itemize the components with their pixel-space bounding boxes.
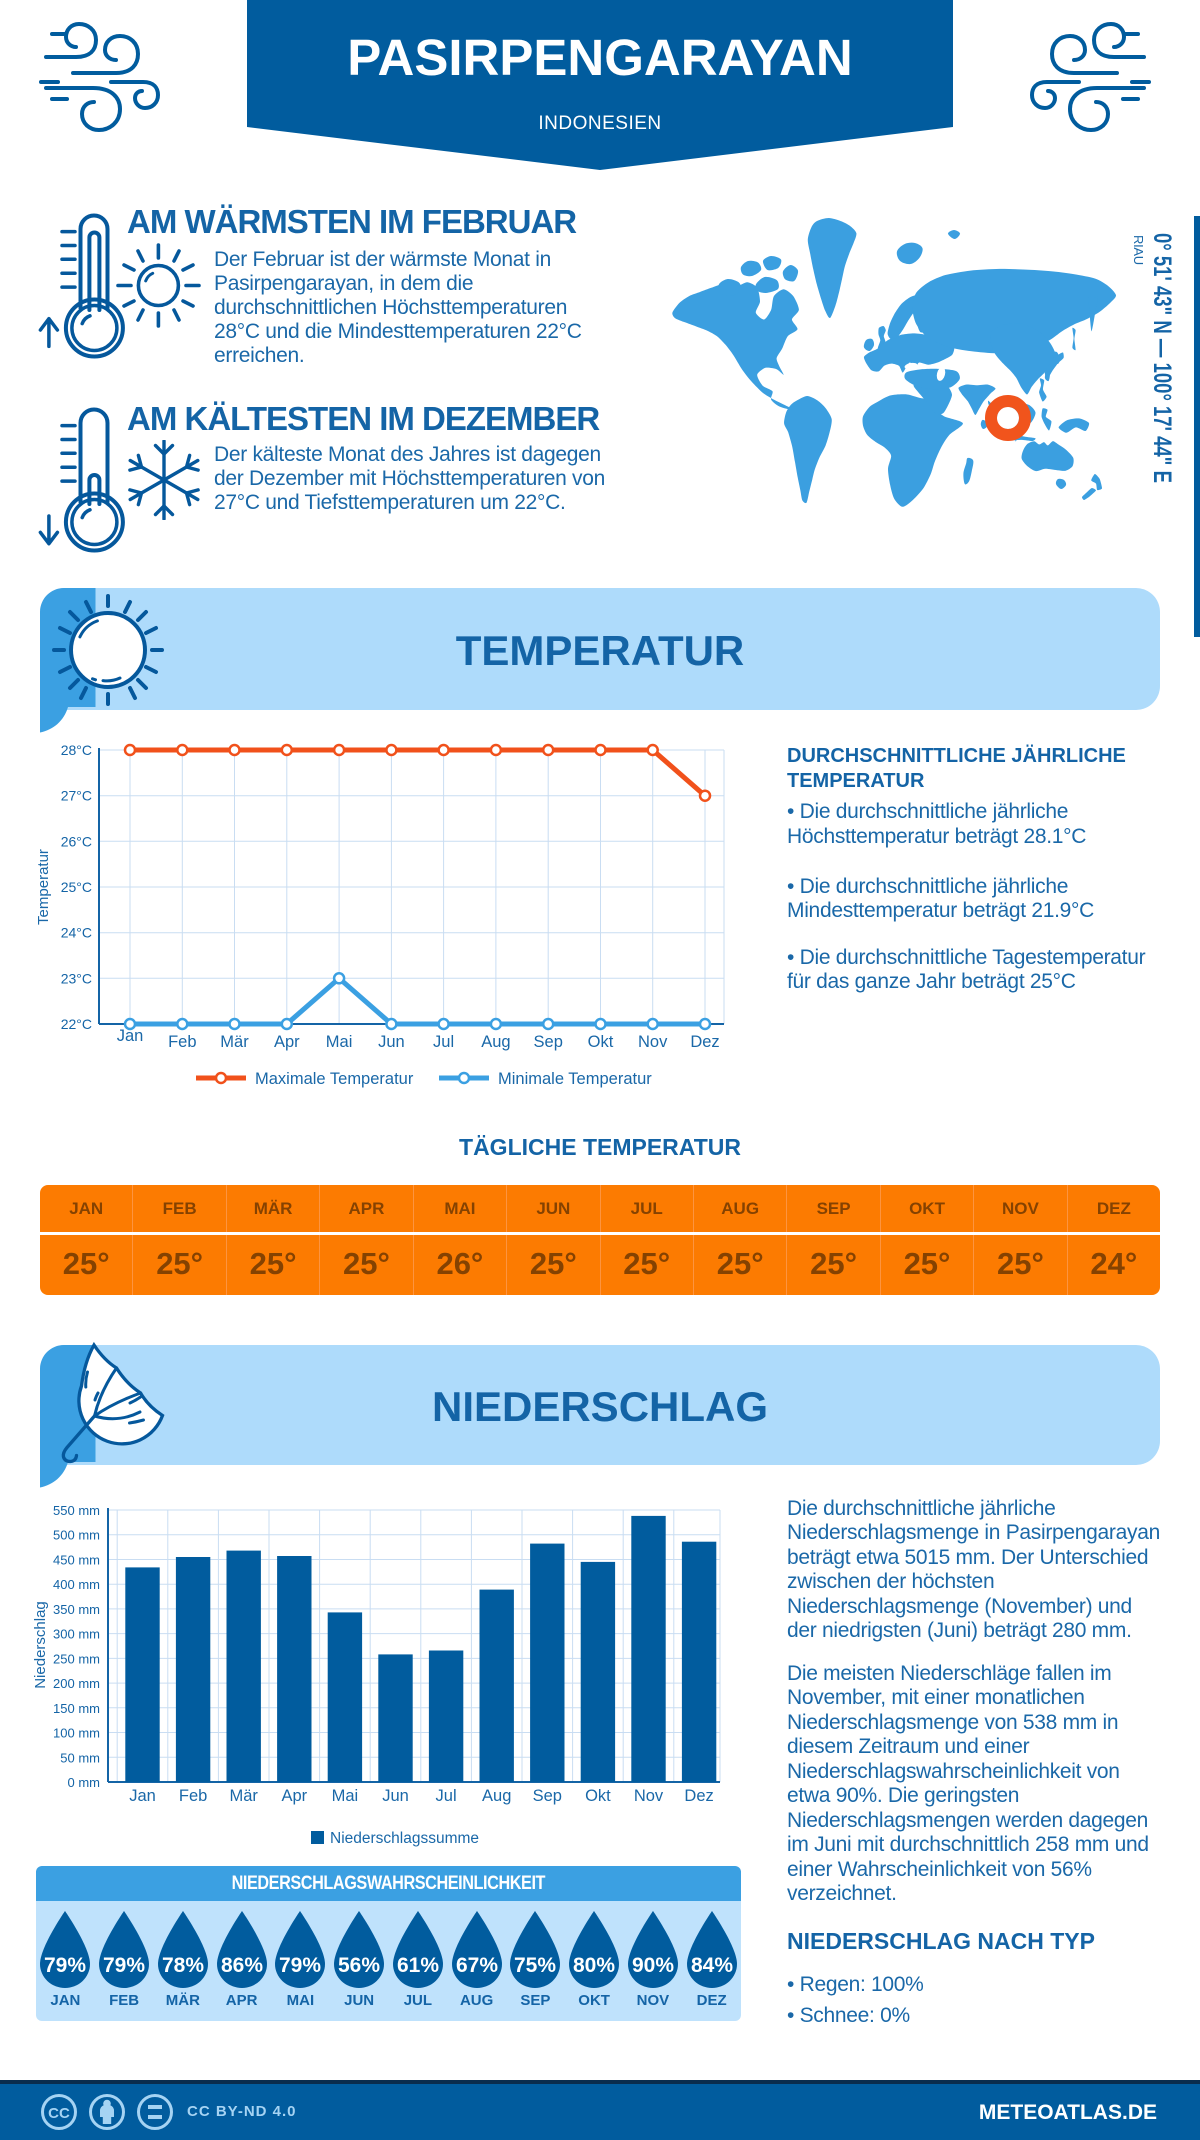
svg-text:25°C: 25°C (61, 879, 92, 895)
svg-text:24°C: 24°C (61, 925, 92, 941)
svg-text:Jul: Jul (436, 1787, 457, 1805)
svg-text:Sep: Sep (533, 1787, 562, 1805)
svg-text:100 mm: 100 mm (53, 1726, 100, 1741)
svg-text:80%: 80% (573, 1954, 615, 1977)
svg-text:Jun: Jun (378, 1033, 405, 1051)
svg-text:Minimale Temperatur: Minimale Temperatur (498, 1070, 652, 1088)
svg-text:500 mm: 500 mm (53, 1528, 100, 1543)
svg-text:0 mm: 0 mm (68, 1775, 101, 1790)
svg-text:86%: 86% (221, 1954, 263, 1977)
svg-text:Okt: Okt (585, 1787, 611, 1805)
svg-text:79%: 79% (44, 1954, 86, 1977)
svg-text:79%: 79% (279, 1954, 321, 1977)
svg-text:Jul: Jul (433, 1033, 454, 1051)
svg-text:28°C: 28°C (61, 742, 92, 758)
svg-text:Dez: Dez (684, 1787, 713, 1805)
svg-text:150 mm: 150 mm (53, 1701, 100, 1716)
svg-text:Mai: Mai (332, 1787, 359, 1805)
svg-text:Mär: Mär (229, 1787, 258, 1805)
svg-text:22°C: 22°C (61, 1016, 92, 1032)
svg-text:Niederschlagssumme: Niederschlagssumme (330, 1830, 479, 1847)
svg-text:84%: 84% (691, 1954, 733, 1977)
svg-text:Aug: Aug (481, 1033, 510, 1051)
svg-text:300 mm: 300 mm (53, 1627, 100, 1642)
svg-text:450 mm: 450 mm (53, 1553, 100, 1568)
svg-text:Apr: Apr (281, 1787, 307, 1805)
svg-text:23°C: 23°C (61, 970, 92, 986)
svg-text:Maximale Temperatur: Maximale Temperatur (255, 1070, 414, 1088)
svg-text:Temperatur: Temperatur (35, 849, 52, 925)
svg-text:550 mm: 550 mm (53, 1503, 100, 1518)
svg-text:50 mm: 50 mm (60, 1750, 100, 1765)
svg-text:56%: 56% (338, 1954, 380, 1977)
svg-text:250 mm: 250 mm (53, 1651, 100, 1666)
svg-text:Dez: Dez (690, 1033, 719, 1051)
svg-text:75%: 75% (514, 1954, 556, 1977)
svg-text:Jun: Jun (382, 1787, 409, 1805)
svg-text:Mär: Mär (220, 1033, 249, 1051)
svg-text:Jan: Jan (117, 1027, 144, 1045)
svg-text:Feb: Feb (168, 1033, 196, 1051)
svg-text:90%: 90% (632, 1954, 674, 1977)
svg-text:Apr: Apr (274, 1033, 300, 1051)
svg-text:27°C: 27°C (61, 788, 92, 804)
svg-text:Aug: Aug (482, 1787, 511, 1805)
svg-text:Jan: Jan (129, 1787, 156, 1805)
svg-text:CC: CC (48, 2105, 70, 2122)
svg-text:Nov: Nov (638, 1033, 668, 1051)
svg-text:67%: 67% (456, 1954, 498, 1977)
svg-text:Nov: Nov (634, 1787, 664, 1805)
svg-text:350 mm: 350 mm (53, 1602, 100, 1617)
svg-text:400 mm: 400 mm (53, 1577, 100, 1592)
svg-text:Niederschlag: Niederschlag (32, 1601, 49, 1689)
svg-text:26°C: 26°C (61, 833, 92, 849)
svg-text:Mai: Mai (326, 1033, 353, 1051)
svg-text:Okt: Okt (588, 1033, 614, 1051)
svg-text:61%: 61% (397, 1954, 439, 1977)
svg-text:78%: 78% (162, 1954, 204, 1977)
svg-text:Feb: Feb (179, 1787, 207, 1805)
svg-text:79%: 79% (103, 1954, 145, 1977)
svg-text:Sep: Sep (534, 1033, 563, 1051)
svg-text:200 mm: 200 mm (53, 1676, 100, 1691)
